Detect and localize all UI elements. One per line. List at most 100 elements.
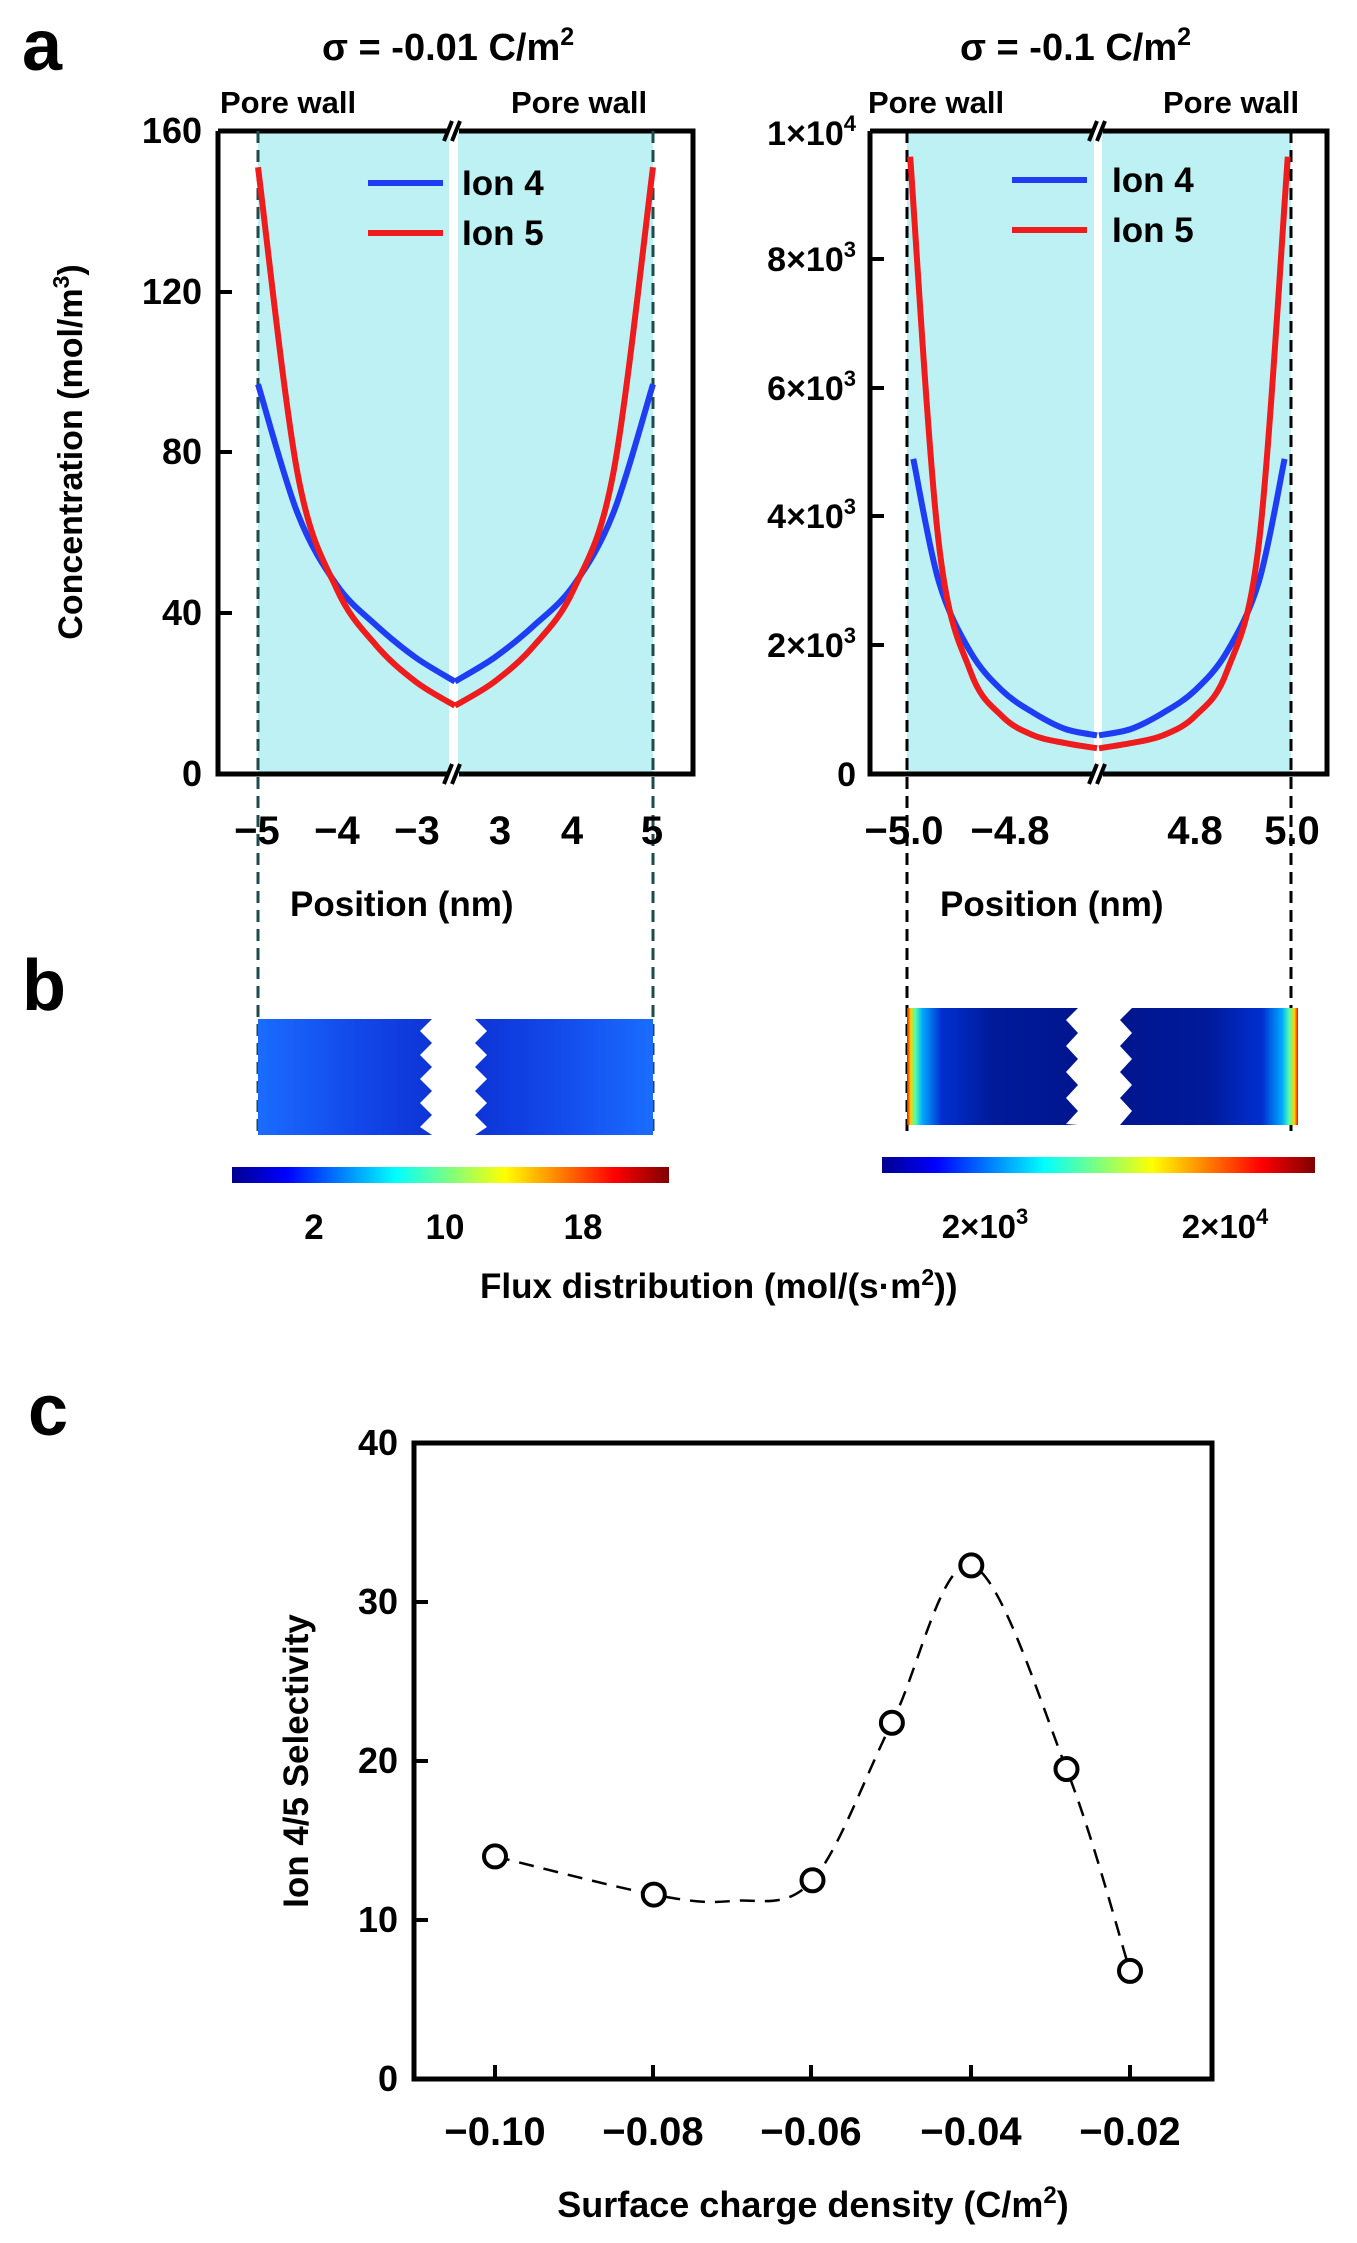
flux-map-right xyxy=(907,1008,1298,1125)
x-tick-label: 4.8 xyxy=(1167,809,1223,853)
data-point xyxy=(1053,1756,1080,1782)
axis-break-top-right xyxy=(1087,120,1107,142)
flux-map-right-half xyxy=(475,1019,653,1135)
axis-break-bottom-right xyxy=(1087,763,1107,785)
panel-c-chart: 0 10 20 30 40 −0.10 −0.08 −0.06 −0.04 −0… xyxy=(277,1422,1215,2225)
x-tick-label: 3 xyxy=(489,809,511,853)
series-ion5-line xyxy=(255,166,457,709)
y-tick-label: 20 xyxy=(358,1740,398,1781)
data-point xyxy=(878,1709,905,1736)
x-axis-label-left: Position (nm) xyxy=(290,885,514,924)
legend-label-ion5: Ion 5 xyxy=(1112,211,1194,250)
y-tick-label: 30 xyxy=(358,1581,398,1622)
data-point xyxy=(482,1843,508,1870)
pore-wall-label-right: Pore wall xyxy=(1163,85,1299,120)
y-tick-label: 1×104 xyxy=(767,111,857,153)
flux-map-left-half xyxy=(907,1008,1078,1125)
data-point xyxy=(1117,1957,1143,1984)
colorbar-tick-label: 18 xyxy=(564,1208,603,1247)
pore-region-left xyxy=(258,131,458,774)
x-axis-label-right: Position (nm) xyxy=(940,885,1164,924)
y-ticks-right: 0 2×103 4×103 6×103 8×103 1×104 xyxy=(767,111,884,794)
panel-a-letter: a xyxy=(22,6,63,86)
flux-axis-label: Flux distribution (mol/(s·m2)) xyxy=(480,1264,957,1306)
colorbar-left-ticks: 2 10 18 xyxy=(304,1208,602,1247)
y-tick-label: 10 xyxy=(358,1899,398,1940)
colorbar-tick-label: 2×103 xyxy=(942,1204,1029,1245)
y-tick-label: 6×103 xyxy=(767,366,856,408)
panel-b-letter: b xyxy=(22,946,66,1026)
series-ion4-line xyxy=(255,383,457,685)
x-axis-label-c: Surface charge density (C/m2) xyxy=(557,2182,1069,2225)
colorbar-tick-label: 10 xyxy=(426,1208,465,1247)
series-ion5-line xyxy=(453,166,656,709)
data-point xyxy=(640,1881,667,1908)
pore-wall-label-left: Pore wall xyxy=(868,85,1004,120)
y-tick-label: 0 xyxy=(378,2058,398,2099)
legend-right: Ion 4 Ion 5 xyxy=(1012,161,1194,250)
y-tick-label: 8×103 xyxy=(767,237,856,279)
x-tick-label: −5.0 xyxy=(865,809,944,853)
y-tick-label: 160 xyxy=(142,110,202,151)
x-tick-label: −0.10 xyxy=(444,2110,545,2154)
legend-label-ion4: Ion 4 xyxy=(1112,161,1194,200)
series-ion4-line xyxy=(453,383,656,685)
series-ion5-line xyxy=(1098,156,1291,752)
axis-break-top-left xyxy=(442,120,462,142)
y-ticks-left: 0 40 80 120 160 xyxy=(142,110,232,794)
colorbar-tick-label: 2×104 xyxy=(1182,1204,1269,1245)
pore-region-left xyxy=(907,131,1101,774)
y-tick-label: 2×103 xyxy=(767,623,856,665)
colorbar-right xyxy=(882,1157,1315,1173)
chart-title-left: σ = -0.01 C/m2 xyxy=(322,23,574,69)
flux-map-left-half xyxy=(258,1019,432,1135)
x-tick-label: −0.08 xyxy=(602,2110,703,2154)
x-tick-label: 5 xyxy=(641,809,663,853)
legend-left: Ion 4 Ion 5 xyxy=(368,164,544,253)
series-ion5-line xyxy=(907,156,1098,752)
flux-map-left xyxy=(258,1019,653,1135)
pore-wall-label-right: Pore wall xyxy=(511,85,647,120)
plot-frame xyxy=(411,1440,1215,2082)
legend-label-ion4: Ion 4 xyxy=(462,164,544,203)
y-tick-label: 40 xyxy=(162,592,202,633)
pore-region-right xyxy=(1096,131,1291,774)
x-tick-label: −4.8 xyxy=(971,809,1050,853)
legend-label-ion5: Ion 5 xyxy=(462,214,544,253)
y-tick-label: 0 xyxy=(837,756,856,794)
y-tick-label: 4×103 xyxy=(767,494,856,536)
x-tick-label: −0.04 xyxy=(920,2110,1022,2154)
colorbar-left xyxy=(232,1167,669,1183)
x-tick-label: −4 xyxy=(314,809,360,853)
x-tick-label: −0.02 xyxy=(1079,2110,1180,2154)
panel-a-right-chart: Pore wall Pore wall σ = -0.1 C/m2 0 2×10… xyxy=(767,23,1330,1135)
series-ion4-line xyxy=(910,458,1098,739)
panel-a-left-chart: Pore wall Pore wall σ = -0.01 C/m2 0 40 … xyxy=(48,23,696,1135)
x-tick-label: 4 xyxy=(561,809,584,853)
series-ion4-line xyxy=(1098,458,1288,739)
data-point xyxy=(958,1552,985,1579)
x-tick-label: −5 xyxy=(234,809,280,853)
y-axis-label-c: Ion 4/5 Selectivity xyxy=(277,1614,316,1908)
y-tick-label: 40 xyxy=(358,1422,398,1463)
data-point xyxy=(799,1867,826,1894)
colorbar-right-ticks: 2×103 2×104 xyxy=(942,1204,1269,1245)
axis-break-bottom-left xyxy=(442,763,462,785)
y-tick-label: 80 xyxy=(162,431,202,472)
y-tick-label: 120 xyxy=(142,271,202,312)
flux-map-right-half xyxy=(1120,1008,1298,1125)
x-tick-label: −3 xyxy=(394,809,440,853)
x-ticks-left: −5 −4 −3 3 4 5 xyxy=(234,809,663,853)
y-tick-label: 0 xyxy=(182,753,202,794)
x-tick-label: 5.0 xyxy=(1264,809,1320,853)
data-points xyxy=(482,1552,1143,1984)
colorbar-tick-label: 2 xyxy=(304,1208,323,1247)
x-tick-label: −0.06 xyxy=(760,2110,861,2154)
y-ticks-c: 0 10 20 30 40 xyxy=(358,1422,428,2099)
x-ticks-c: −0.10 −0.08 −0.06 −0.04 −0.02 xyxy=(444,2065,1181,2154)
chart-title-right: σ = -0.1 C/m2 xyxy=(960,23,1191,69)
panel-c-letter: c xyxy=(28,1371,68,1451)
x-ticks-right: −5.0 −4.8 4.8 5.0 xyxy=(865,809,1320,853)
y-axis-label-left: Concentration (mol/m3) xyxy=(48,264,90,639)
